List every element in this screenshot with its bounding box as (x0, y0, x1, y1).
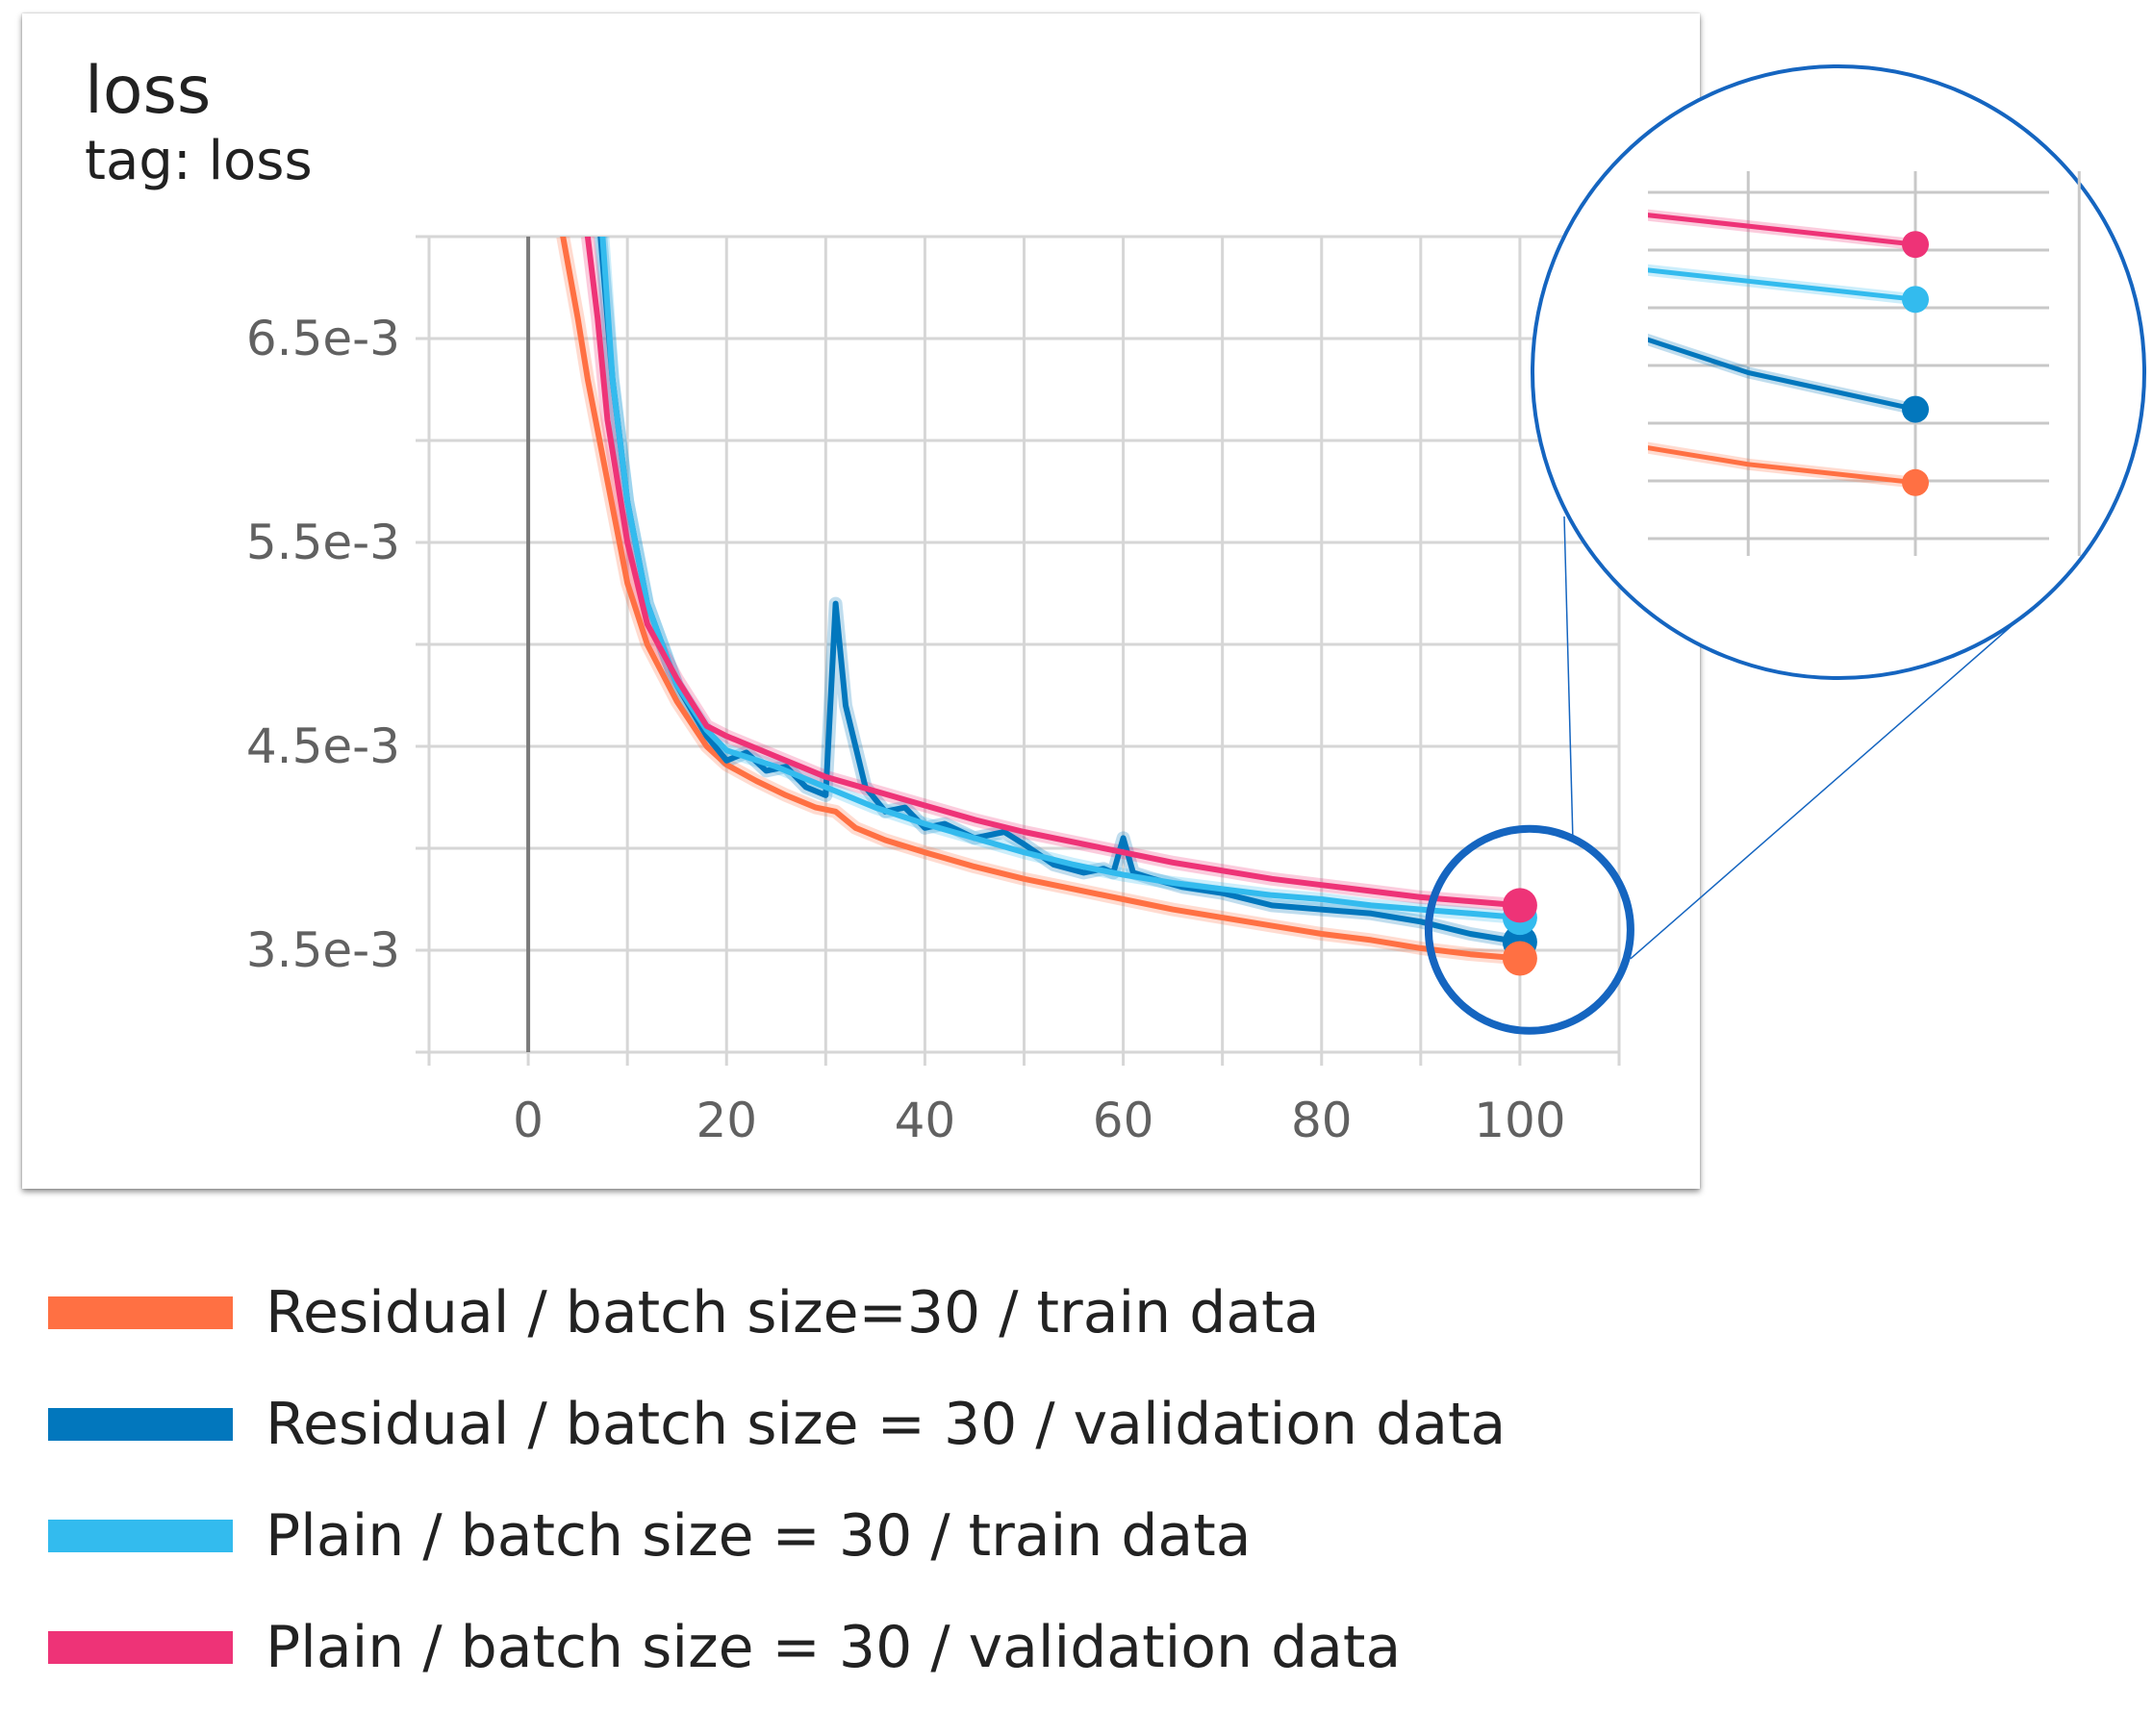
zoom-end-marker (1902, 231, 1929, 259)
x-tick-label: 60 (1093, 1093, 1154, 1148)
x-tick-label: 20 (696, 1093, 757, 1148)
y-tick-label: 4.5e-3 (246, 718, 400, 774)
y-tick-label: 5.5e-3 (246, 515, 400, 570)
series-line (597, 237, 1523, 945)
legend-swatch (48, 1520, 233, 1552)
zoom-end-marker (1902, 468, 1929, 496)
series-line (584, 237, 1523, 909)
x-tick-label: 100 (1474, 1093, 1565, 1148)
legend-label: Plain / batch size = 30 / train data (266, 1502, 1252, 1570)
series-lines (556, 237, 1523, 966)
x-tick-label: 40 (895, 1093, 956, 1148)
legend-swatch (48, 1296, 233, 1329)
legend-label: Residual / batch size = 30 / validation … (266, 1391, 1507, 1458)
x-tick-label: 0 (513, 1093, 544, 1148)
tick-labels: 0 20 40 60 80 100 3.5e-3 4.5e-3 5.5e-3 6.5e-3 (246, 311, 1566, 1148)
zoom-end-marker (1902, 286, 1929, 314)
legend-label: Plain / batch size = 30 / validation dat… (266, 1614, 1402, 1681)
loss-chart: loss tag: loss 0 20 40 60 80 100 3.5e-3 4.5e-3 5… (85, 53, 1621, 1148)
series-line (560, 237, 1523, 962)
x-tick-label: 80 (1291, 1093, 1353, 1148)
legend-label: Residual / batch size=30 / train data (266, 1279, 1320, 1346)
series-end-marker (1502, 941, 1537, 976)
chart-card: loss tag: loss 0 20 40 60 80 100 3.5e-3 4.5e-3 5… (22, 13, 1700, 1189)
zoom-end-marker (1902, 395, 1929, 423)
series-end-marker (1502, 888, 1537, 923)
chart-title: loss (85, 53, 211, 129)
legend-swatch (48, 1631, 233, 1664)
y-tick-label: 3.5e-3 (246, 922, 400, 978)
legend-swatch (48, 1408, 233, 1441)
y-tick-label: 6.5e-3 (246, 311, 400, 366)
chart-subtitle: tag: loss (85, 130, 313, 192)
